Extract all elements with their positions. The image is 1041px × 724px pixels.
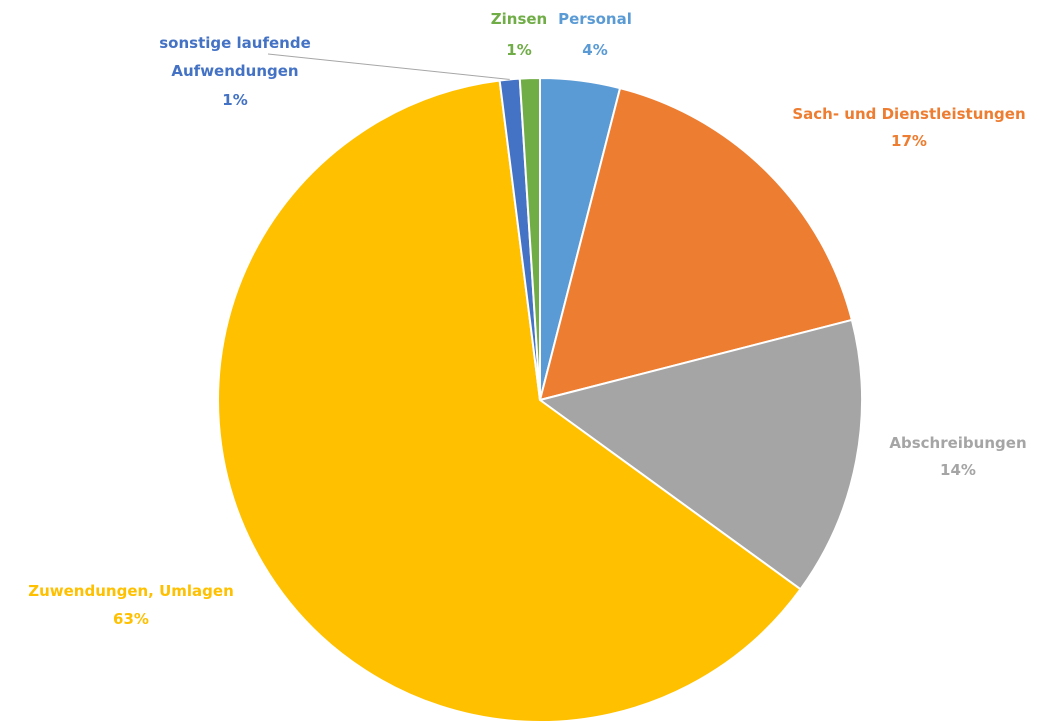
label-sonstige-value: 1%	[222, 91, 247, 109]
pie-slice-zinsen	[518, 76, 541, 401]
pie-slice-abschreibungen	[537, 318, 863, 591]
label-zinsen-value: 1%	[506, 41, 531, 59]
label-sonstige-laufende-aufwendungen: sonstige laufende Aufwendungen 1%	[159, 34, 311, 109]
label-zuwendungen-name: Zuwendungen, Umlagen	[28, 582, 234, 600]
label-abschreibungen: Abschreibungen 14%	[889, 434, 1026, 479]
label-abschreibungen-value: 14%	[940, 461, 976, 479]
label-sach-value: 17%	[891, 132, 927, 150]
label-sonstige-name-line2: Aufwendungen	[171, 62, 298, 80]
leader-lines	[267, 53, 510, 80]
label-zuwendungen-umlagen: Zuwendungen, Umlagen 63%	[28, 582, 234, 628]
pie-slice-sach-und-dienstleistungen	[538, 86, 854, 402]
label-zinsen-name: Zinsen	[491, 10, 547, 28]
leader-line-sonstige	[267, 53, 510, 80]
pie-slice-zuwendungen-umlagen	[217, 79, 802, 723]
label-personal-name: Personal	[558, 10, 632, 28]
label-sach-name: Sach- und Dienstleistungen	[792, 105, 1025, 123]
label-zuwendungen-value: 63%	[113, 610, 149, 628]
label-personal: Personal 4%	[558, 10, 632, 59]
label-sonstige-name-line1: sonstige laufende	[159, 34, 311, 52]
pie-slices	[217, 76, 863, 723]
label-abschreibungen-name: Abschreibungen	[889, 434, 1026, 452]
label-sach-und-dienstleistungen: Sach- und Dienstleistungen 17%	[792, 105, 1025, 150]
label-personal-value: 4%	[582, 41, 607, 59]
label-zinsen: Zinsen 1%	[491, 10, 547, 59]
